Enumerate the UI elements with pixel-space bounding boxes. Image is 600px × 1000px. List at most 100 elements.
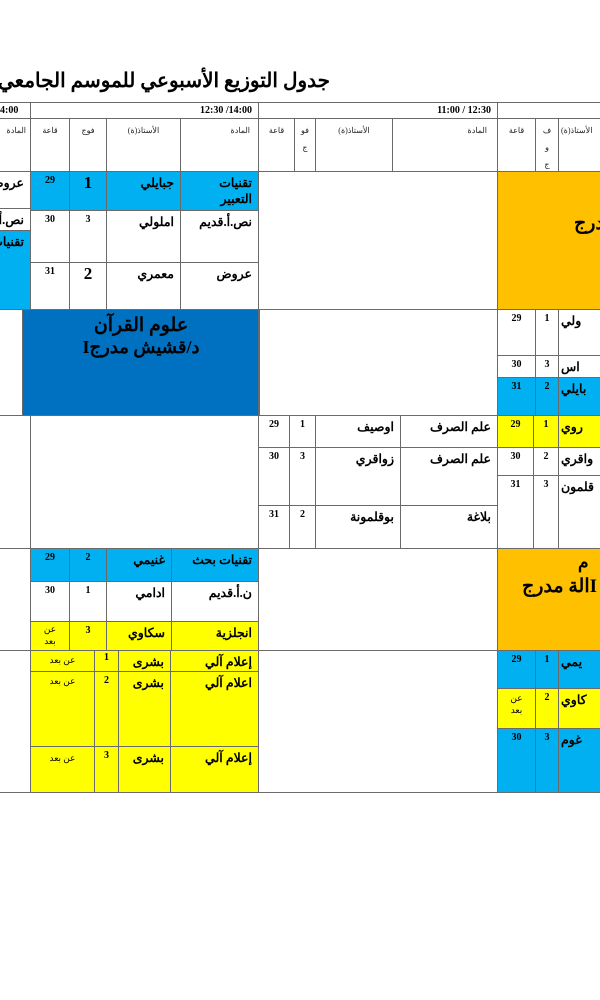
group-cell: 2	[69, 548, 107, 582]
teacher-cell: زواقري	[315, 447, 401, 506]
hall-cell: 30	[497, 355, 536, 378]
hall-cell: 29	[497, 309, 536, 356]
teacher-cell: غنيمي	[106, 548, 172, 582]
hall-cell: عن بعد	[30, 621, 70, 651]
teacher-cell: املولي	[106, 210, 181, 263]
group-cell: 1	[535, 309, 559, 356]
group-cell: 3	[69, 621, 107, 651]
empty-cell	[0, 415, 31, 549]
empty-cell	[0, 548, 31, 651]
teacher-cell: بايلي	[558, 377, 600, 416]
group-cell: 3	[535, 728, 559, 793]
empty-cell	[258, 548, 498, 651]
hall-cell: 30	[497, 447, 534, 476]
lecture-hall-text: مدرجI	[574, 213, 600, 234]
header-hall: قاعة	[497, 118, 536, 172]
teacher-cell: يمي	[558, 650, 600, 689]
time-slot-1100-1230: 12:30 / 11:00	[258, 102, 498, 119]
teacher-cell: سكاوي	[106, 621, 172, 651]
group-cell: 2	[535, 688, 559, 729]
empty-cell	[0, 650, 31, 793]
group-cell: 1	[69, 581, 107, 622]
subject-cell: علم الصرف	[400, 447, 498, 506]
header-group: ف و ج	[535, 118, 559, 172]
hall-cell: 31	[497, 475, 534, 549]
teacher-cell: قلمون	[558, 475, 600, 549]
subject-cell: عروض	[180, 262, 259, 310]
header-hall: قاعة	[30, 118, 70, 172]
page-title: جدول التوزيع الأسبوعي للموسم الجامعي 26	[0, 70, 330, 92]
subject-cell: نص.أ.قديم	[180, 210, 259, 263]
teacher-cell: روي	[558, 415, 600, 448]
hall-cell: 29	[497, 415, 534, 448]
hall-cell: 30	[258, 447, 290, 506]
empty-cell	[30, 415, 259, 549]
teacher-cell: معمري	[106, 262, 181, 310]
group-cell: 1	[535, 650, 559, 689]
hall-cell: 30	[30, 581, 70, 622]
hall-cell: 29	[258, 415, 290, 448]
group-cell: 1	[94, 650, 119, 672]
left-subject-cell: تقنيات التعبير	[0, 230, 31, 310]
teacher-cell: غوم	[558, 728, 600, 793]
hall-cell: عن بعد	[30, 671, 95, 747]
teacher-cell: ولي	[558, 309, 600, 356]
empty-cell	[258, 171, 498, 310]
subject-cell: اعلام آلي	[170, 671, 259, 747]
teacher-cell: بشرى	[118, 746, 171, 793]
subject-cell: انجلزية	[171, 621, 259, 651]
teacher-cell: واقري	[558, 447, 600, 476]
header-subject: المادة	[180, 118, 259, 172]
group-cell: 3	[533, 475, 559, 549]
hall-cell: 31	[30, 262, 70, 310]
teacher-cell: جبايلي	[106, 171, 181, 211]
group-cell: 2	[69, 262, 107, 310]
group-cell: 3	[289, 447, 316, 506]
group-cell: 2	[94, 671, 119, 747]
lecture-block: مدرجI	[497, 171, 600, 310]
teacher-cell: بشرى	[118, 650, 171, 672]
lecture-detail: د/قشيش مدرجI	[82, 337, 200, 357]
empty-cell	[258, 309, 498, 416]
left-subject-cell: عروض	[0, 171, 31, 209]
hall-cell: 29	[30, 171, 70, 211]
time-slot-1400: 4:00	[0, 102, 31, 119]
hall-cell: 29	[30, 548, 70, 582]
group-cell: 3	[94, 746, 119, 793]
lecture-block-quran: علوم القرآن د/قشيش مدرجI	[22, 309, 260, 416]
lecture-subject: علوم القرآن	[93, 315, 189, 336]
subject-cell: بلاغة	[400, 505, 498, 549]
group-cell: 1	[533, 415, 559, 448]
empty-cell	[258, 650, 498, 793]
lecture-detail-fragment: الة مدرجI	[522, 576, 598, 597]
time-slot-right	[497, 102, 600, 119]
hall-cell: 29	[497, 650, 536, 689]
header-teacher: الأستاذ(ة)	[106, 118, 181, 172]
group-cell: 1	[289, 415, 316, 448]
hall-cell: 31	[258, 505, 290, 549]
header-subject: المادة	[0, 118, 31, 172]
hall-cell: 30	[30, 210, 70, 263]
lecture-block: م الة مدرجI	[497, 548, 600, 651]
subject-cell: إعلام آلي	[170, 650, 259, 672]
group-cell: 2	[289, 505, 316, 549]
header-teacher: الأستاذ(ة)	[315, 118, 393, 172]
group-cell: 3	[69, 210, 107, 263]
group-cell: 2	[533, 447, 559, 476]
empty-cell	[0, 309, 23, 416]
header-teacher: الأستاذ(ة)	[558, 118, 600, 172]
teacher-cell: اوصيف	[315, 415, 401, 448]
hall-cell: 31	[497, 377, 536, 416]
left-subject-cell: نص.أ.قديم	[0, 208, 31, 231]
subject-cell: تقنيات بحث	[171, 548, 259, 582]
group-cell: 3	[535, 355, 559, 378]
subject-cell: علم الصرف	[400, 415, 498, 448]
group-cell: 2	[535, 377, 559, 416]
header-subject: المادة	[392, 118, 498, 172]
lecture-subject-fragment: م	[578, 553, 589, 572]
header-hall: قاعة	[258, 118, 295, 172]
group-cell: 1	[69, 171, 107, 211]
hall-cell: عن بعد	[30, 650, 95, 672]
teacher-cell: بشرى	[118, 671, 171, 747]
